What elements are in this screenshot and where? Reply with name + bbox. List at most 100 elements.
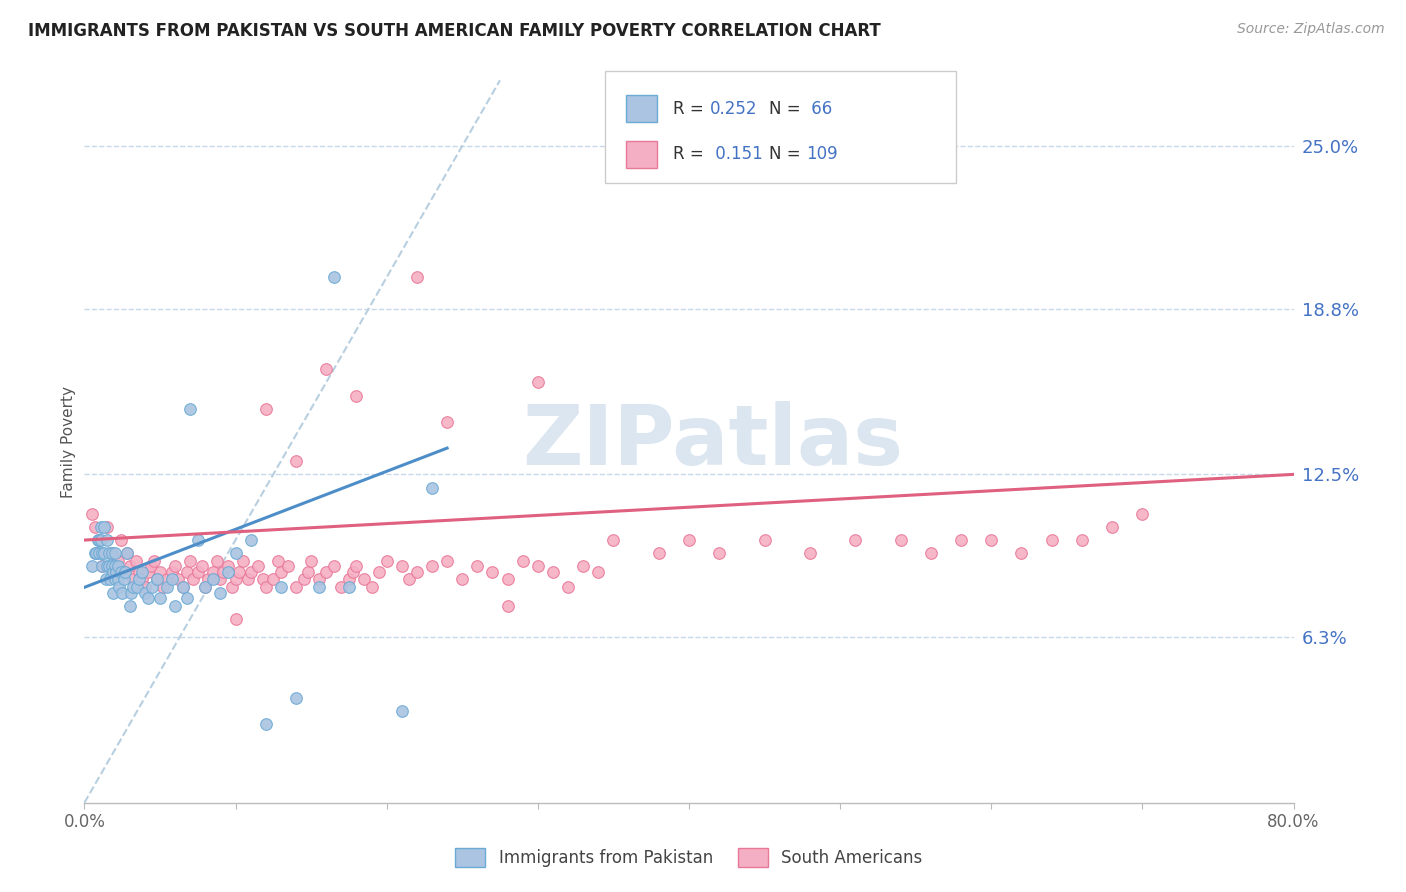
Point: [108, 580, 131, 594]
Point: [160, 565, 183, 579]
Point: [107, 554, 129, 568]
Point: [110, 565, 132, 579]
Point: [167, 573, 190, 587]
Point: [187, 565, 209, 579]
Point: [1011, 546, 1033, 560]
Point: [254, 401, 277, 416]
Point: [139, 559, 162, 574]
Text: IMMIGRANTS FROM PAKISTAN VS SOUTH AMERICAN FAMILY POVERTY CORRELATION CHART: IMMIGRANTS FROM PAKISTAN VS SOUTH AMERIC…: [28, 22, 882, 40]
Point: [252, 573, 274, 587]
Point: [337, 573, 360, 587]
Point: [127, 580, 149, 594]
Point: [308, 580, 330, 594]
Point: [136, 565, 159, 579]
Text: 0.151: 0.151: [710, 145, 763, 163]
Point: [149, 591, 172, 605]
Point: [217, 565, 239, 579]
Point: [104, 546, 127, 560]
Point: [225, 546, 247, 560]
Point: [105, 565, 128, 579]
Point: [80, 507, 103, 521]
Point: [191, 559, 214, 574]
Point: [118, 559, 141, 574]
Point: [152, 580, 174, 594]
Point: [115, 546, 138, 560]
Point: [315, 565, 337, 579]
Point: [146, 573, 169, 587]
Point: [156, 580, 179, 594]
Point: [146, 573, 169, 587]
Point: [496, 599, 519, 613]
Point: [270, 565, 292, 579]
Point: [97, 546, 120, 560]
Point: [346, 388, 368, 402]
Point: [114, 565, 136, 579]
Point: [134, 585, 156, 599]
Point: [557, 580, 579, 594]
Point: [96, 559, 118, 574]
Point: [149, 565, 172, 579]
Point: [228, 565, 250, 579]
Point: [209, 585, 232, 599]
Point: [391, 559, 413, 574]
Point: [100, 546, 122, 560]
Point: [201, 565, 224, 579]
Point: [406, 565, 429, 579]
Point: [221, 580, 243, 594]
Y-axis label: Family Poverty: Family Poverty: [60, 385, 76, 498]
Text: 109: 109: [806, 145, 837, 163]
Point: [96, 533, 118, 547]
Point: [90, 520, 112, 534]
Point: [420, 559, 443, 574]
Point: [297, 565, 319, 579]
Point: [391, 704, 413, 718]
Point: [481, 565, 503, 579]
Point: [1040, 533, 1063, 547]
Point: [346, 559, 368, 574]
Point: [588, 565, 610, 579]
Point: [131, 573, 153, 587]
Point: [112, 565, 135, 579]
Point: [111, 585, 134, 599]
Point: [980, 533, 1002, 547]
Point: [97, 559, 120, 574]
Point: [209, 573, 232, 587]
Point: [80, 559, 103, 574]
Text: 0.252: 0.252: [710, 100, 758, 118]
Point: [353, 573, 375, 587]
Point: [512, 554, 534, 568]
Point: [172, 580, 194, 594]
Point: [93, 520, 115, 534]
Point: [179, 401, 201, 416]
Text: N =: N =: [769, 100, 806, 118]
Point: [330, 580, 353, 594]
Point: [398, 573, 420, 587]
Point: [100, 546, 122, 560]
Text: ZIPatlas: ZIPatlas: [523, 401, 904, 482]
Point: [292, 573, 315, 587]
Point: [100, 559, 122, 574]
Point: [89, 533, 111, 547]
Point: [322, 559, 344, 574]
Point: [678, 533, 700, 547]
Point: [262, 573, 284, 587]
Point: [709, 546, 731, 560]
Point: [115, 546, 138, 560]
Point: [197, 573, 219, 587]
Point: [112, 573, 135, 587]
Point: [156, 573, 179, 587]
Point: [648, 546, 671, 560]
Point: [201, 573, 224, 587]
Point: [239, 565, 262, 579]
Point: [89, 533, 111, 547]
Point: [104, 565, 127, 579]
Text: N =: N =: [769, 145, 806, 163]
Point: [165, 559, 187, 574]
Point: [194, 580, 217, 594]
Point: [131, 565, 153, 579]
Point: [176, 591, 198, 605]
Point: [368, 565, 391, 579]
Point: [194, 580, 217, 594]
Point: [1130, 507, 1153, 521]
Point: [406, 270, 429, 285]
